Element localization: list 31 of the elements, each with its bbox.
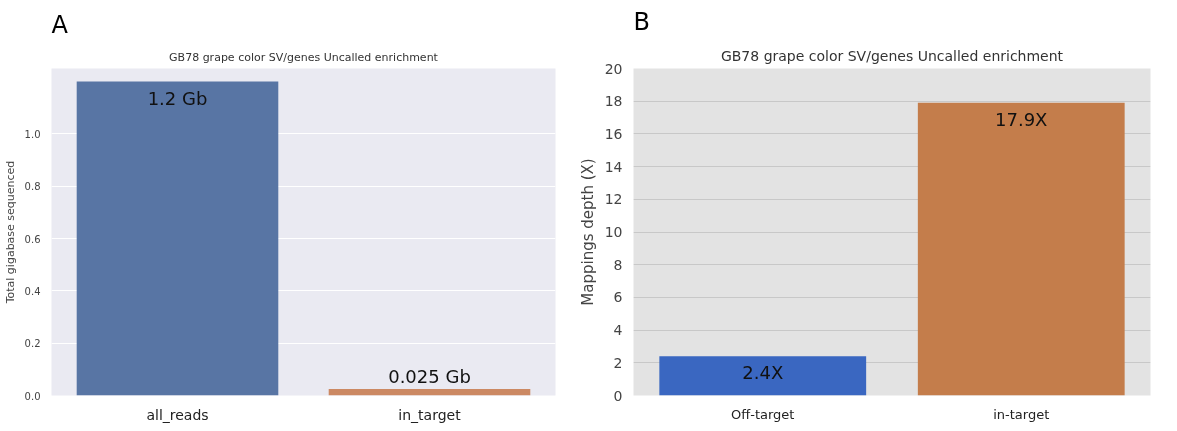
y-tick-label: 12 [604,191,623,208]
x-tick-label: in-target [993,406,1050,422]
text: A [51,10,69,39]
y-tick-label: 8 [613,256,623,273]
y-tick-label: 10 [604,224,623,240]
y-tick-label: 6 [613,289,623,306]
y-tick-label: 1.0 [24,128,41,140]
x-tick-label: all_reads [146,406,209,423]
chart-title: GB78 grape color SV/genes Uncalled enrichment [720,47,1064,64]
y-tick-label: 0 [613,387,623,404]
y-tick-label: 4 [613,322,623,339]
y-tick-label: 0.0 [24,390,41,402]
x-tick-label: in_target [398,406,462,423]
text: B [633,7,650,36]
data-label: 1.2 Gb [147,87,208,109]
data-label: 0.025 Gb [388,365,471,387]
y-tick-label: 2 [613,354,623,371]
y-tick-label: 0.8 [24,181,41,193]
x-tick-label: Off-target [731,406,795,422]
y-tick-label: 0.4 [24,285,41,297]
data-label: 2.4X [742,362,784,384]
y-tick-label: 16 [604,125,623,142]
y-axis-title: Total gigabase sequenced [3,160,17,305]
y-axis-title: Mappings depth (X) [578,158,597,306]
y-tick-label: 14 [604,158,623,175]
y-tick-label: 0.2 [24,338,41,350]
y-tick-label: 0.6 [24,233,41,245]
y-tick-label: 20 [604,60,623,77]
data-label: 17.9X [995,108,1048,130]
chart-title: GB78 grape color SV/genes Uncalled enrichment [169,50,439,64]
y-tick-label: 18 [604,93,623,110]
